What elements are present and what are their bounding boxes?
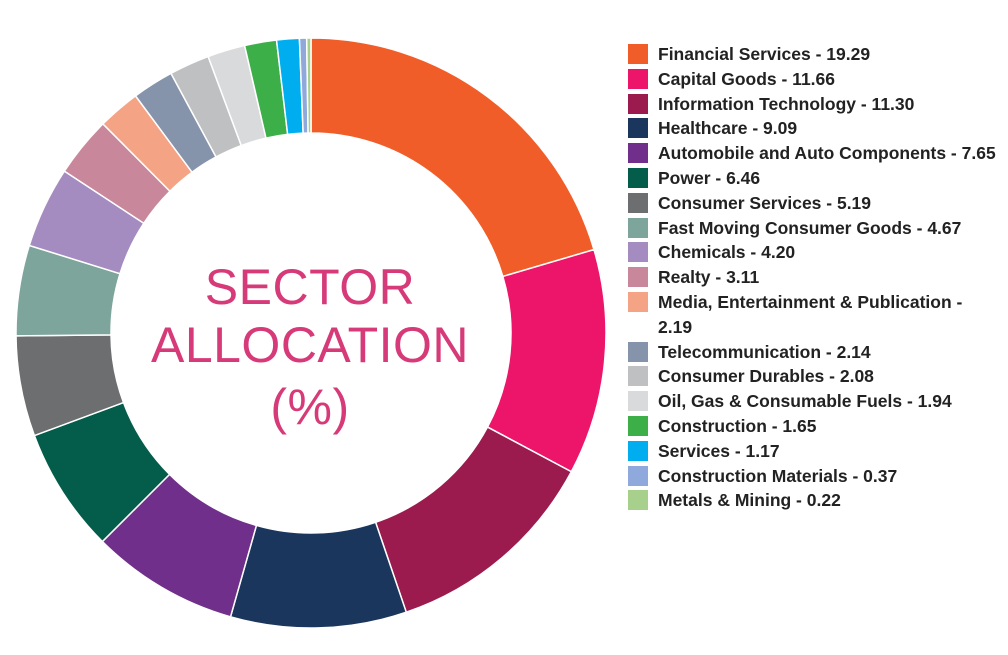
legend-label: Realty - 3.11 [658,267,760,288]
chart-title-line-1: SECTOR [204,259,416,315]
legend-swatch [628,68,648,89]
legend-label: Power - 6.46 [658,167,761,188]
legend-label: Metals & Mining - 0.22 [658,490,841,511]
legend-swatch [628,391,648,412]
legend-item: Chemicals - 4.20 [628,240,998,265]
legend-swatch [628,440,648,461]
legend-item: Oil, Gas & Consumable Fuels - 1.94 [628,389,998,414]
legend-label: Construction - 1.65 [658,415,817,436]
legend-item: Consumer Services - 5.19 [628,191,998,216]
donut-slice [305,37,312,134]
legend-label: Consumer Services - 5.19 [658,192,872,213]
legend-swatch [628,93,648,114]
legend-swatch [628,341,648,362]
legend-item: Media, Entertainment & Publication - 2.1… [628,290,998,340]
legend-swatch [628,44,648,64]
legend-item: Services - 1.17 [628,439,998,464]
legend-item: Realty - 3.11 [628,265,998,290]
legend-label: Telecommunication - 2.14 [658,341,871,362]
legend-item: Healthcare - 9.09 [628,116,998,141]
legend-swatch [628,366,648,387]
legend-item: Automobile and Auto Components - 7.65 [628,141,998,166]
legend-label: Media, Entertainment & Publication - 2.1… [658,291,963,337]
legend-label: Capital Goods - 11.66 [658,68,835,89]
legend-swatch [628,118,648,139]
legend-item: Power - 6.46 [628,166,998,191]
donut-chart: SECTOR ALLOCATION (%) [15,37,607,629]
legend-label: Information Technology - 11.30 [658,93,915,114]
legend-item: Telecommunication - 2.14 [628,340,998,365]
donut-slice [310,37,595,278]
legend-item: Construction Materials - 0.37 [628,464,998,489]
legend-item: Consumer Durables - 2.08 [628,364,998,389]
legend-item: Fast Moving Consumer Goods - 4.67 [628,216,998,241]
legend-label: Services - 1.17 [658,440,780,461]
legend-label: Chemicals - 4.20 [658,242,796,263]
legend-swatch [628,291,648,312]
legend-swatch [628,143,648,164]
legend-label: Automobile and Auto Components - 7.65 [658,143,996,164]
legend-swatch [628,242,648,263]
legend-item: Construction - 1.65 [628,414,998,439]
donut-slice [229,521,408,629]
legend-swatch [628,167,648,188]
legend-swatch [628,465,648,486]
legend-label: Consumer Durables - 2.08 [658,366,874,387]
legend-label: Oil, Gas & Consumable Fuels - 1.94 [658,391,952,412]
legend-item: Financial Services - 19.29 [628,42,998,67]
legend-item: Information Technology - 11.30 [628,92,998,117]
legend-label: Financial Services - 19.29 [658,44,871,64]
legend-swatch [628,192,648,213]
legend-label: Fast Moving Consumer Goods - 4.67 [658,217,962,238]
legend-swatch [628,415,648,436]
donut-svg [15,37,607,629]
legend-label: Construction Materials - 0.37 [658,465,898,486]
legend-swatch [628,217,648,238]
chart-title-line-3: (%) [270,379,350,435]
legend-item: Metals & Mining - 0.22 [628,488,998,513]
legend-item: Capital Goods - 11.66 [628,67,998,92]
legend-label: Healthcare - 9.09 [658,118,798,139]
legend-swatch [628,267,648,288]
chart-title-line-2: ALLOCATION [150,317,470,373]
chart-legend: Financial Services - 19.29 Capital Goods … [628,42,998,513]
legend-swatch [628,490,648,511]
